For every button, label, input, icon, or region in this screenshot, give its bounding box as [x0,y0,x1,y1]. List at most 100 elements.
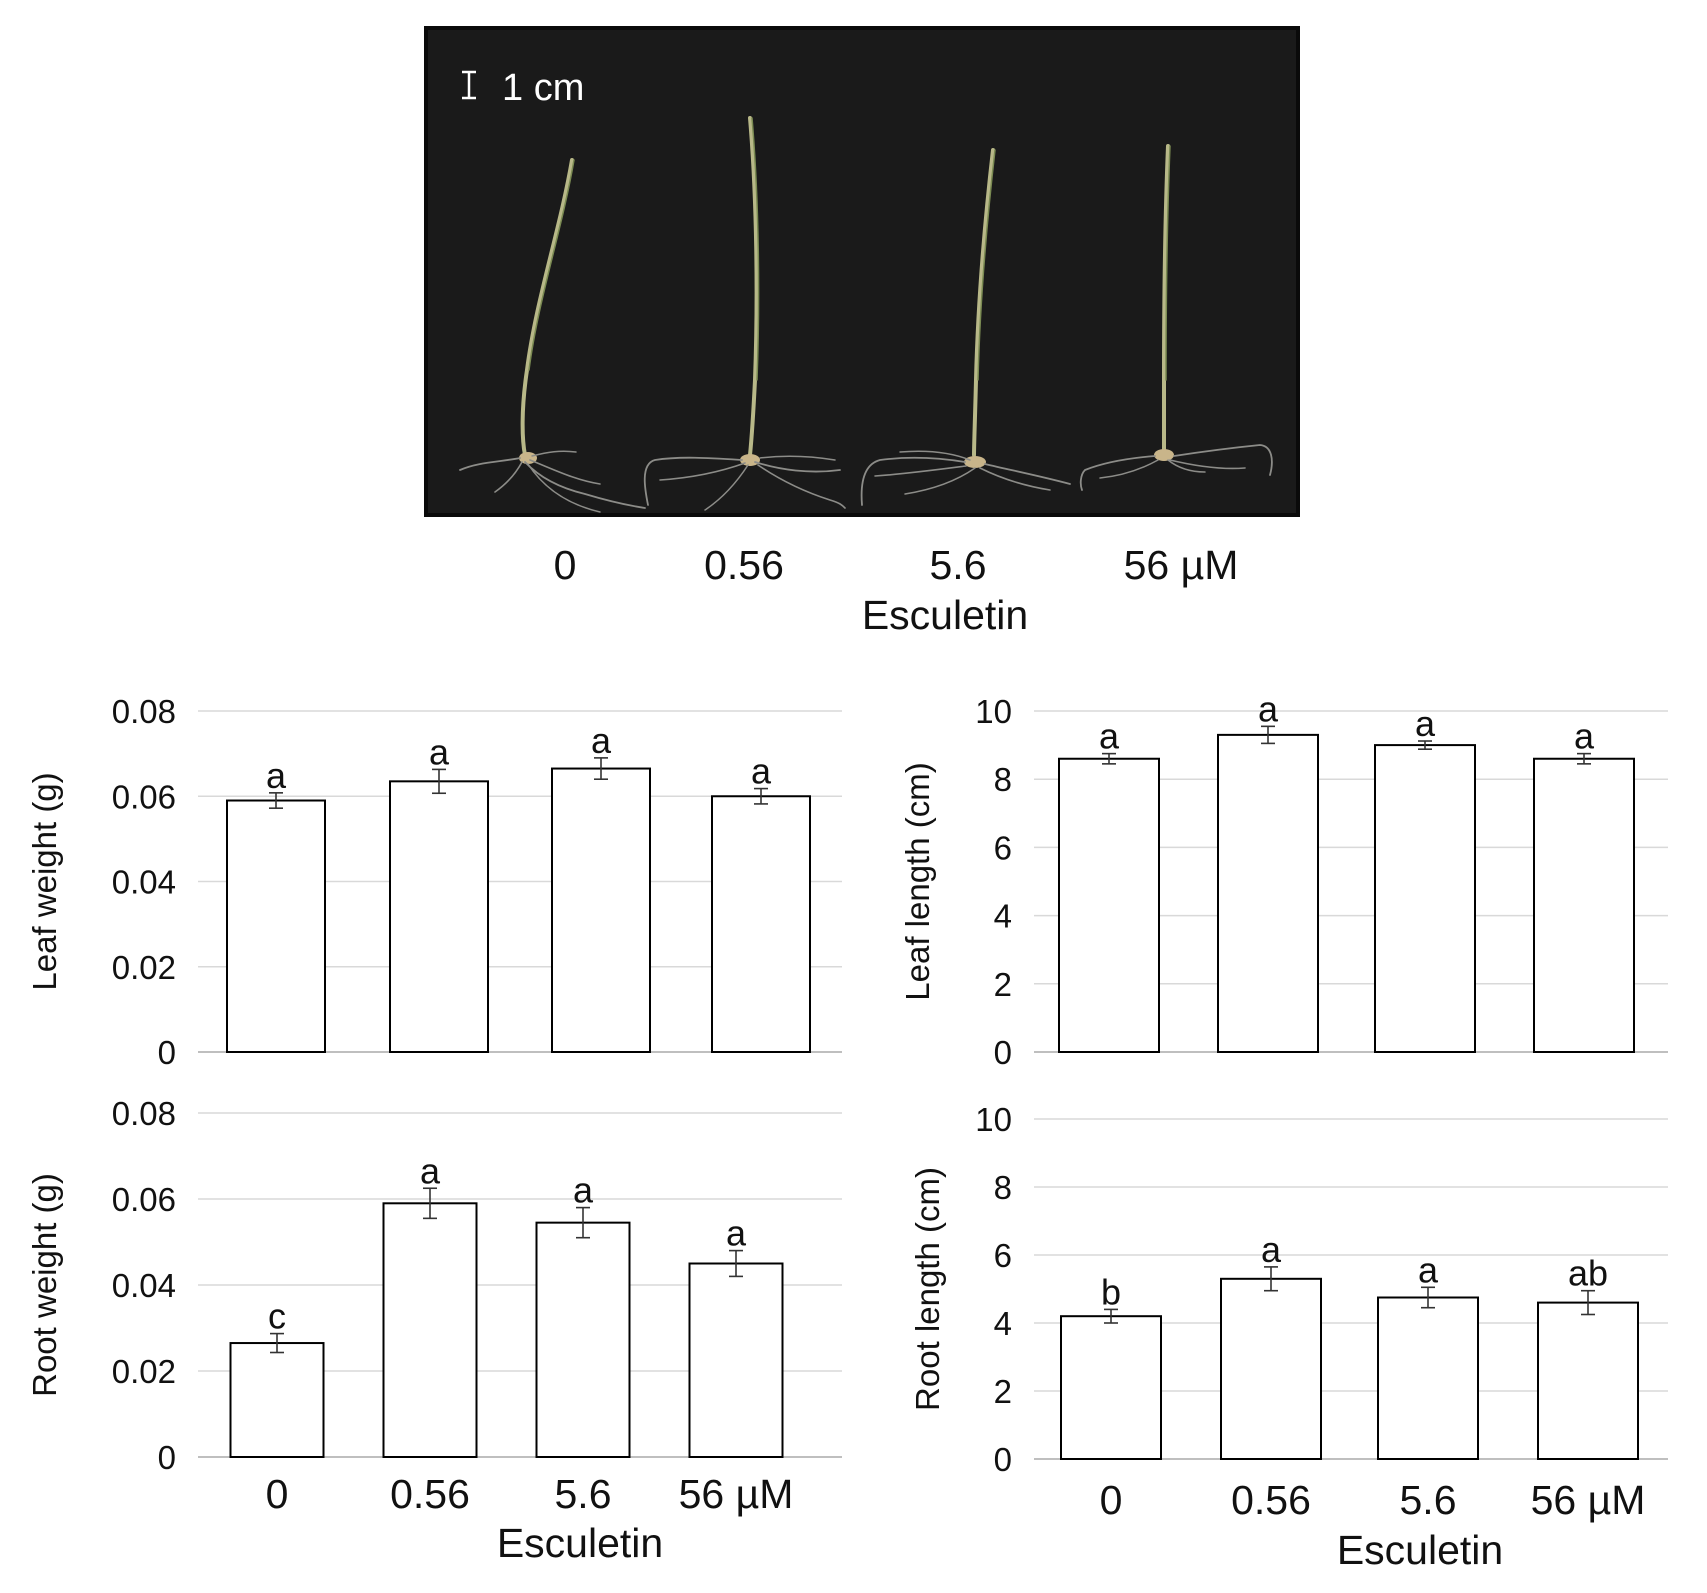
bar [389,780,489,1053]
error-bar [754,787,768,805]
error-bar [1104,1308,1118,1324]
error-bar [432,768,446,795]
y-tick-label: 0.04 [112,864,176,901]
significance-label: a [1415,703,1436,744]
leaf-length-chart: 0 2 4 6 8 10 a a a a Leaf length (cm) [899,688,1668,1071]
y-tick-label: 8 [994,1169,1012,1206]
significance-label: a [591,720,612,761]
seedling-photo: 1 cm [424,26,1300,638]
y-axis-label: Root weight (g) [26,1173,63,1397]
error-bar [423,1187,437,1220]
bar [1217,733,1319,1053]
bar [1537,1301,1639,1460]
leaf-weight-chart: 0 0.02 0.04 0.06 0.08 a a a a Leaf weight (g) [26,693,842,1071]
y-tick-label: 2 [994,966,1012,1003]
y-axis-label: Leaf length (cm) [899,762,936,1000]
x-tick-label: 0 [1100,1477,1123,1523]
photo-concentration-2: 5.6 [930,542,987,588]
error-bar [270,1332,284,1354]
x-tick-label: 56 µM [679,1471,794,1517]
photo-inner-shadow [424,26,1300,517]
significance-label: a [1261,1229,1282,1270]
y-tick-label: 0 [994,1034,1012,1071]
x-axis-label: Esculetin [497,1520,663,1566]
x-tick-label: 5.6 [555,1471,612,1517]
y-tick-label: 0 [158,1439,176,1476]
bar [535,1221,631,1459]
significance-label: a [1418,1249,1439,1290]
seedling-2 [860,148,1071,506]
y-tick-label: 4 [994,1305,1012,1342]
error-bar [729,1249,743,1278]
y-tick-label: 8 [994,761,1012,798]
bar [1220,1277,1322,1461]
bar [1533,757,1635,1053]
x-tick-label: 56 µM [1531,1477,1646,1523]
error-bar [594,757,608,781]
y-tick-label: 2 [994,1373,1012,1410]
y-tick-label: 6 [994,1237,1012,1274]
error-bar [1418,740,1432,750]
significance-label: a [1258,688,1279,729]
x-tick-label: 0.56 [1231,1477,1311,1523]
seedling-1 [643,116,846,511]
x-tick-label: 0.56 [390,1471,470,1517]
x-tick-label: 5.6 [1400,1477,1457,1523]
bar [1374,744,1476,1053]
y-tick-label: 4 [994,898,1012,935]
significance-label: a [429,731,450,772]
y-tick-label: 0.08 [112,693,176,730]
root-length-chart: 0 2 4 6 8 10 b 0 a 0.56 a 5.6 ab 56 µM Root length (cm… [909,1101,1668,1573]
significance-label: ab [1568,1253,1608,1294]
significance-label: a [1574,716,1595,757]
error-bar [1577,752,1591,765]
y-tick-label: 0.04 [112,1267,176,1304]
y-tick-label: 0 [158,1034,176,1071]
significance-label: a [726,1213,747,1254]
bar [1377,1296,1479,1460]
photo-concentration-0: 0 [554,542,577,588]
bar [711,795,811,1053]
bar [1060,1315,1162,1460]
y-tick-label: 10 [975,693,1012,730]
seedling-3 [1079,144,1273,491]
error-bar [1581,1289,1595,1316]
y-tick-label: 0 [994,1441,1012,1478]
error-bar [1421,1286,1435,1309]
y-tick-label: 0.02 [112,1353,176,1390]
y-tick-label: 10 [975,1101,1012,1138]
y-axis-label: Root length (cm) [909,1167,946,1411]
bar [382,1202,478,1459]
error-bar [576,1206,590,1239]
error-bar [1264,1266,1278,1292]
significance-label: c [268,1296,286,1337]
y-axis-label: Leaf weight (g) [26,772,63,990]
photo-background [426,28,1298,515]
error-bar [1102,752,1116,765]
error-bar [269,792,283,809]
y-tick-label: 0.08 [112,1095,176,1132]
x-axis-label: Esculetin [1337,1527,1503,1573]
scale-bar-icon [462,70,476,100]
bar [226,799,326,1054]
y-tick-label: 0.06 [112,1181,176,1218]
photo-concentration-1: 0.56 [704,542,784,588]
bar [688,1262,784,1458]
significance-label: b [1101,1271,1121,1312]
significance-label: a [420,1150,441,1191]
scale-bar-label: 1 cm [502,67,584,109]
photo-xlabel: Esculetin [862,592,1028,638]
photo-concentration-3: 56 µM [1124,542,1239,588]
y-tick-label: 6 [994,829,1012,866]
significance-label: a [751,751,772,792]
error-bar [1261,725,1275,745]
root-weight-chart: 0 0.02 0.04 0.06 0.08 c 0 a 0.56 a 5.6 a 56 µM Root w… [26,1095,842,1566]
significance-label: a [573,1170,594,1211]
significance-label: a [1099,716,1120,757]
bar [551,767,651,1053]
x-tick-label: 0 [266,1471,289,1517]
significance-label: a [266,755,287,796]
y-tick-label: 0.02 [112,949,176,986]
bar [229,1342,325,1459]
